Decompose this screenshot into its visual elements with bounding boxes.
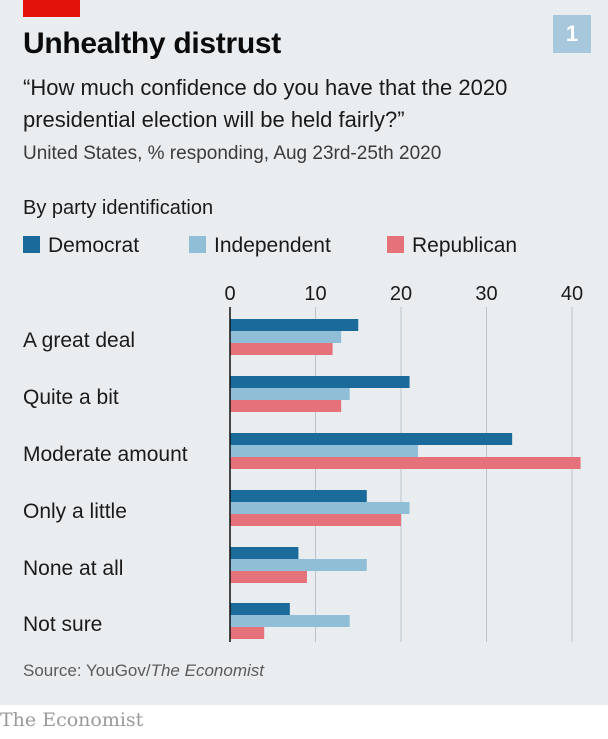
bar-democrat-4 [230,547,299,559]
bar-republican-3 [230,514,401,526]
category-label-1: Quite a bit [23,386,119,409]
legend-item-independent: Independent [189,234,331,258]
category-label-4: None at all [23,557,123,580]
bar-independent-4 [230,559,367,571]
bar-chart: 0 10 20 30 40 A great deal Quite a bit Moderate… [23,283,583,642]
bar-democrat-3 [230,490,367,502]
bar-democrat-0 [230,319,359,331]
legend-swatch-democrat [23,236,40,253]
legend-item-republican: Republican [387,234,517,258]
category-label-2: Moderate amount [23,443,188,466]
bar-republican-2 [230,457,581,469]
bar-republican-1 [230,400,342,412]
legend-label-republican: Republican [412,234,518,257]
bar-democrat-2 [230,433,513,445]
source-prefix: Source: YouGov/ [23,661,151,680]
brand-red-tag [23,0,80,17]
x-tick-label-30: 30 [475,283,497,305]
x-tick-label-10: 10 [304,283,326,305]
x-tick-label-40: 40 [561,283,583,305]
category-label-5: Not sure [23,613,102,636]
bar-democrat-5 [230,603,290,615]
bar-independent-2 [230,445,419,457]
category-label-0: A great deal [23,329,135,352]
bar-republican-5 [230,627,265,639]
brand-wordmark: The Economist [0,709,144,731]
chart-description: United States, % responding, Aug 23rd-25… [23,143,442,164]
x-tick-label-20: 20 [390,283,412,305]
group-label: By party identification [23,197,214,219]
category-label-3: Only a little [23,500,127,523]
source-publication: The Economist [150,661,264,680]
chart-subtitle: “How much confidence do you have that th… [23,75,508,132]
source-note: Source: YouGov/The Economist [23,661,264,681]
bar-republican-0 [230,343,333,355]
legend-swatch-republican [387,236,404,253]
bar-independent-0 [230,331,342,343]
x-tick-label-0: 0 [224,283,235,305]
bar-independent-3 [230,502,410,514]
bar-democrat-1 [230,376,410,388]
chart-title: Unhealthy distrust [23,27,281,60]
bar-republican-4 [230,571,307,583]
bar-independent-1 [230,388,350,400]
legend-swatch-independent [189,236,206,253]
bar-independent-5 [230,615,350,627]
legend-label-independent: Independent [214,234,331,257]
legend-item-democrat: Democrat [23,234,139,258]
chart-number-badge: 1 [553,15,591,53]
legend-label-democrat: Democrat [48,234,140,257]
